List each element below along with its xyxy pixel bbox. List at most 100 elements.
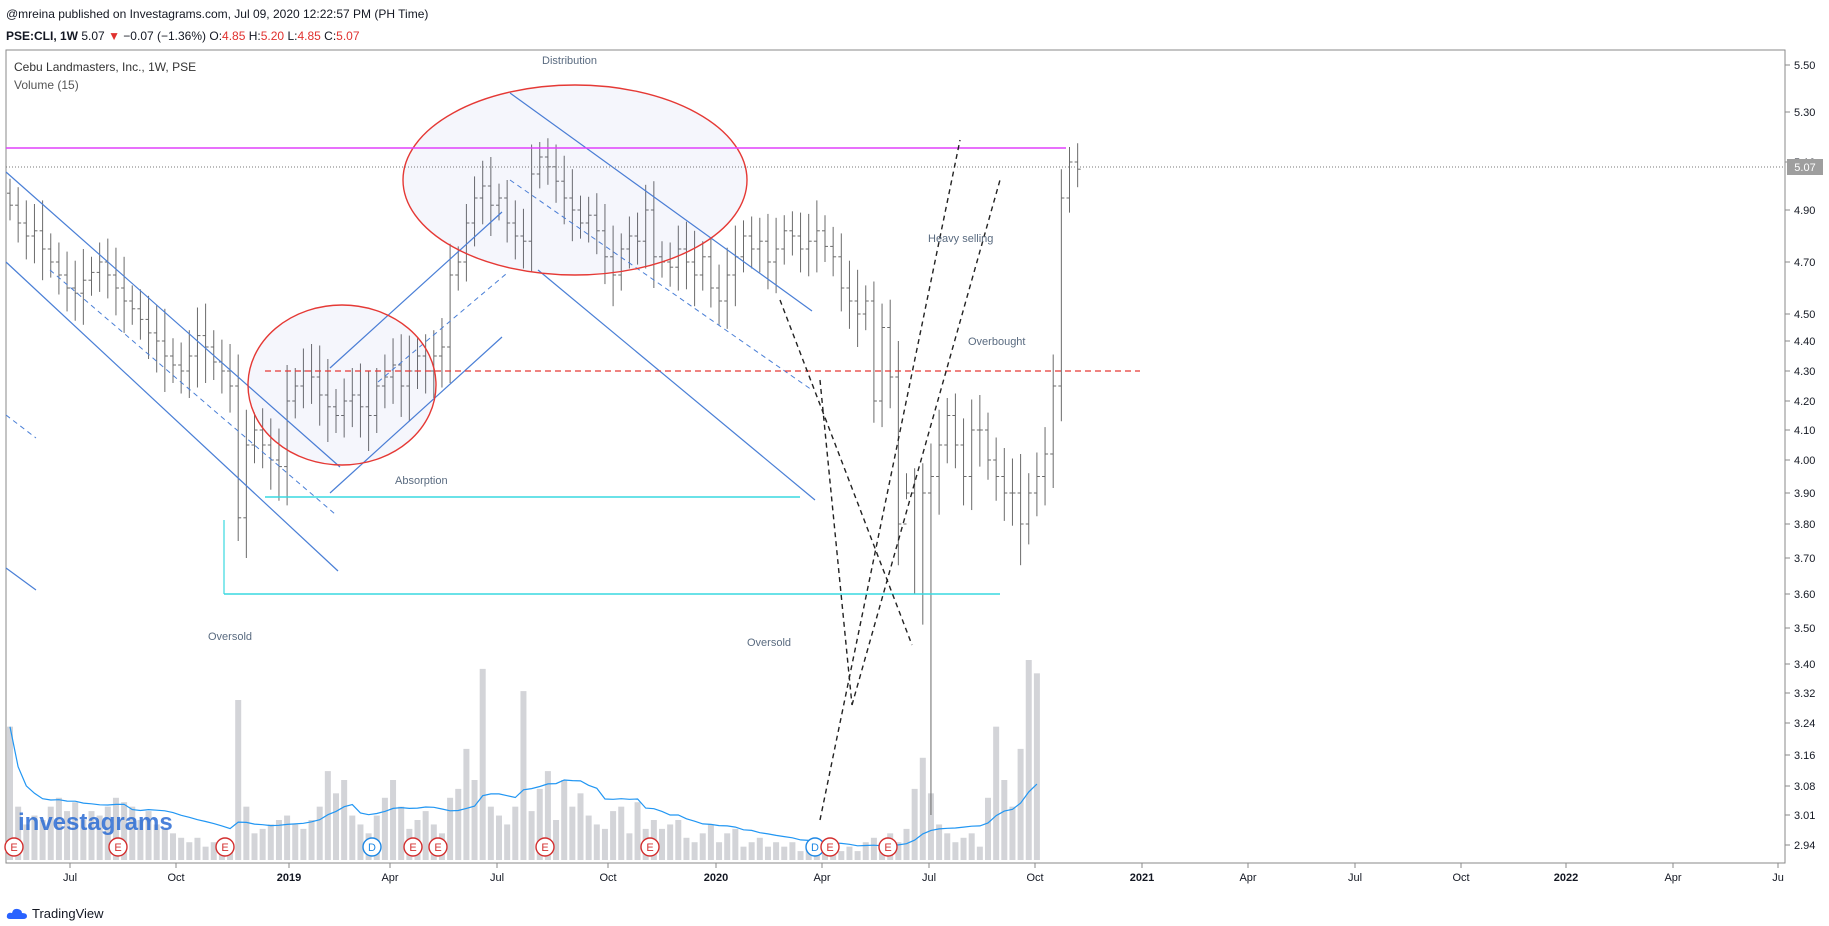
ohlc-bar [830,226,837,277]
ohlc-bar [161,308,168,392]
earnings-marker[interactable]: E [535,837,555,857]
earnings-marker[interactable]: E [428,837,448,857]
volume-bar [618,806,625,860]
x-tick-label: Oct [167,872,184,884]
y-tick-label: 4.00 [1794,455,1815,467]
volume-bar [504,824,511,860]
x-tick-label: 2019 [277,872,301,884]
ohlc-bar [23,200,30,260]
channel-line-k [537,269,816,501]
earnings-marker[interactable]: E [215,837,235,857]
volume-bar [797,851,804,860]
volume-bar [528,811,535,860]
volume-bar [699,833,706,860]
volume-bar [55,797,62,860]
ohlc-bar [88,256,95,296]
ohlc-bar [104,238,111,299]
earnings-marker[interactable]: E [4,837,24,857]
ohlc-bar [512,200,519,260]
ohlc-bar [944,398,951,464]
close-value: 5.07 [336,29,360,43]
tradingview-logo[interactable]: TradingView [6,906,104,921]
ohlc-bar [642,184,649,269]
ohlc-bar [1025,473,1032,545]
y-tick-label: 4.40 [1794,336,1815,348]
ohlc-bar [72,260,79,321]
volume-bar [716,842,723,860]
volume-bar [634,802,641,860]
earnings-marker[interactable]: E [878,837,898,857]
volume-bar [1033,673,1040,860]
channel-line-d [5,414,37,439]
volume-bar [15,806,22,860]
channel-line-j [509,179,813,391]
earnings-marker[interactable]: E [108,837,128,857]
volume-bar [487,806,494,860]
y-tick-label: 4.30 [1794,366,1815,378]
y-tick-label: 3.16 [1794,750,1815,762]
ohlc-bar [887,299,894,409]
ohlc-bar [96,242,103,292]
ohlc-bar [610,225,617,307]
x-tick-label: Apr [1239,872,1256,884]
annotation-oversold-2: Oversold [747,637,791,649]
volume-bar [544,771,551,860]
ohlc-bar [626,216,633,269]
x-tick-label: Apr [381,872,398,884]
volume-bar [553,820,560,860]
event-label: D [368,842,376,854]
ohlc-bar [112,247,119,316]
volume-bar [610,811,617,860]
ohlc-bar [80,249,87,325]
chart-legend-volume[interactable]: Volume (15) [14,78,79,92]
volume-bar [259,828,266,860]
earnings-marker[interactable]: E [640,837,660,857]
ohlc-bar [756,217,763,273]
projection-line-4 [851,179,1001,706]
ohlc-bar [471,176,478,247]
ohlc-bar [683,221,690,290]
projection-line-1 [779,299,913,646]
volume-bar [145,811,152,860]
ohlc-bar [259,408,266,469]
event-label: E [826,842,833,854]
earnings-marker[interactable]: E [403,837,423,857]
ohlc-bar [365,371,372,451]
channel-line-e [5,567,37,591]
volume-bar [911,788,918,860]
volume-bar [308,820,315,860]
ohlc-bar [985,412,991,480]
x-tick-label: Jul [922,872,936,884]
ohlc-bar [601,204,608,285]
high-value: 5.20 [260,29,285,43]
ohlc-bar [813,200,820,273]
volume-bar [324,771,331,860]
volume-bar [170,833,176,860]
volume-bar [398,806,405,860]
y-tick-label: 3.80 [1794,519,1815,531]
channel-line-h [377,273,507,383]
ohlc-bar [1058,169,1065,422]
ohlc-bar [227,344,234,413]
y-tick-label: 3.90 [1794,488,1815,500]
x-tick-label: Jul [490,872,504,884]
y-tick-label: 4.20 [1794,396,1815,408]
ohlc-bar [577,195,584,239]
volume-bar [496,815,502,860]
ohlc-bar [202,303,209,383]
dividend-marker[interactable]: D [362,837,382,857]
volume-bar [96,815,103,860]
earnings-marker[interactable]: E [820,837,840,857]
volume-bar [210,842,217,860]
x-tick-label: Apr [1664,872,1681,884]
volume-bar [862,842,869,860]
volume-bar [178,837,185,860]
y-tick-label: 3.60 [1794,589,1815,601]
ohlc-bar [536,142,543,189]
x-tick-label: Jul [63,872,77,884]
volume-bar [707,824,714,860]
volume-bar [267,824,274,860]
dividend-marker[interactable]: D [805,837,825,857]
volume-bar [284,815,291,860]
